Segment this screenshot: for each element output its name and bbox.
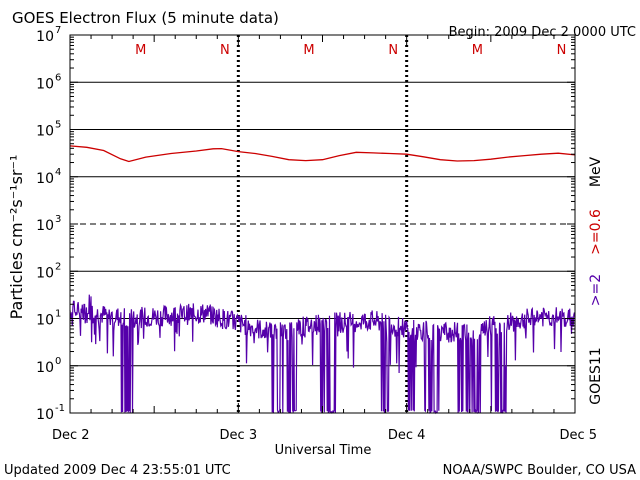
- chart-title: GOES Electron Flux (5 minute data): [12, 9, 279, 27]
- y-tick-exp-8: 7: [55, 25, 61, 36]
- y-tick-label-8: 10: [36, 29, 54, 45]
- mev-label: MeV: [588, 156, 604, 187]
- begin-label: Begin: 2009 Dec 2 0000 UTC: [449, 25, 636, 40]
- noon-marker-0: M: [135, 43, 146, 58]
- x-axis-label: Universal Time: [275, 443, 372, 458]
- noon-marker-1: M: [303, 43, 314, 58]
- y-tick-label-7: 10: [36, 76, 54, 92]
- x-tick-label-3: Dec 5: [559, 428, 597, 443]
- y-tick-exp-6: 5: [55, 120, 61, 131]
- x-axis: Dec 2 Dec 3 Dec 4 Dec 5: [52, 35, 597, 443]
- noon-marker-2: M: [472, 43, 483, 58]
- y-tick-label-5: 10: [36, 171, 54, 187]
- y-tick-exp-2: 1: [55, 309, 61, 320]
- midnight-marker-2: N: [557, 43, 567, 58]
- y-tick-label-4: 10: [36, 218, 54, 234]
- midnight-marker-1: N: [388, 43, 398, 58]
- y-tick-label-3: 10: [36, 265, 54, 281]
- threshold-high-label: >=2: [588, 274, 604, 306]
- y-tick-exp-4: 3: [55, 214, 61, 225]
- y-tick-exp-1: 0: [55, 356, 61, 367]
- credit-label: NOAA/SWPC Boulder, CO USA: [443, 463, 636, 478]
- series-layer: [69, 145, 576, 415]
- y-tick-label-0: 10: [36, 407, 54, 423]
- y-tick-exp-7: 6: [55, 72, 61, 83]
- y-tick-exp-5: 4: [55, 167, 61, 178]
- series-line-ge2mev: [69, 145, 576, 163]
- series-line-ge06mev: [69, 294, 576, 415]
- updated-timestamp: Updated 2009 Dec 4 23:55:01 UTC: [4, 463, 231, 478]
- satellite-label: GOES11: [588, 347, 604, 404]
- day-boundary-lines: [236, 35, 409, 413]
- y-tick-label-6: 10: [36, 124, 54, 140]
- y-tick-label-2: 10: [36, 313, 54, 329]
- threshold-low-label: >=0.6: [588, 209, 604, 255]
- y-tick-exp-0: -1: [55, 403, 65, 414]
- x-tick-label-0: Dec 2: [52, 428, 90, 443]
- y-tick-label-1: 10: [36, 360, 54, 376]
- x-tick-label-1: Dec 3: [220, 428, 258, 443]
- y-tick-exp-3: 2: [55, 261, 61, 272]
- midnight-marker-0: N: [220, 43, 230, 58]
- y-axis-label: Particles cm⁻²s⁻¹sr⁻¹: [7, 155, 26, 320]
- x-tick-label-2: Dec 4: [388, 428, 426, 443]
